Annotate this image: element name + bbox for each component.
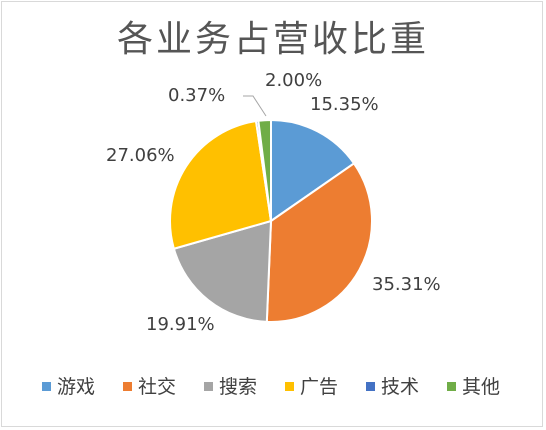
chart-title: 各业务占营收比重 — [116, 19, 429, 60]
pie-slice-3 — [169, 119, 273, 250]
pie-slice-1 — [265, 162, 373, 323]
legend-swatch-1 — [123, 382, 132, 391]
pie-slices — [169, 118, 373, 323]
data-label-1: 35.31% — [372, 274, 441, 295]
data-label-2: 19.91% — [146, 314, 215, 335]
data-label-3: 27.06% — [106, 145, 175, 166]
leader-lines — [243, 95, 267, 117]
pie-slice-5 — [257, 118, 272, 222]
legend-swatch-3 — [285, 382, 294, 391]
legend-swatch-0 — [42, 382, 51, 391]
data-label-4: 0.37% — [168, 85, 225, 106]
legend-swatch-5 — [447, 382, 456, 391]
data-label-0: 15.35% — [310, 94, 379, 115]
legend-label-0: 游戏 — [57, 376, 95, 398]
data-label-5: 2.00% — [265, 70, 322, 91]
pie-slice-0 — [270, 118, 356, 223]
leader-line — [243, 95, 267, 117]
legend-swatch-4 — [366, 382, 375, 391]
legend-label-5: 其他 — [462, 376, 500, 398]
legend-label-3: 广告 — [300, 376, 338, 398]
legend-label-2: 搜索 — [219, 376, 257, 398]
legend: 游戏 社交 搜索 广告 技术 其他 — [42, 376, 500, 398]
data-labels: 15.35% 35.31% 19.91% 27.06% 0.37% 2.00% — [106, 70, 441, 335]
legend-swatch-2 — [204, 382, 213, 391]
pie-slice-2 — [172, 219, 273, 323]
legend-label-1: 社交 — [138, 376, 176, 398]
legend-label-4: 技术 — [381, 376, 419, 398]
